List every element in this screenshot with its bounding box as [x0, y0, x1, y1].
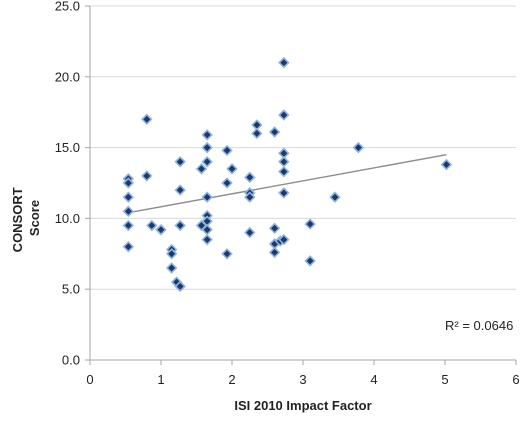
y-axis-title-line-1: CONSORT — [10, 187, 25, 252]
data-points — [122, 56, 453, 293]
data-point — [244, 191, 256, 203]
y-axis-title: CONSORT Score — [10, 184, 42, 253]
y-tick-label: 20.0 — [55, 69, 80, 84]
x-tick-label: 1 — [157, 372, 164, 387]
data-point — [268, 222, 281, 235]
data-point — [278, 165, 290, 178]
data-point — [122, 191, 135, 203]
data-point — [329, 191, 341, 203]
data-point — [226, 163, 238, 175]
x-tick-label: 2 — [228, 372, 235, 387]
data-point — [278, 156, 290, 168]
x-tick-label: 4 — [370, 372, 377, 387]
data-point — [278, 233, 290, 246]
y-tick-label: 25.0 — [55, 0, 80, 14]
data-point — [195, 163, 208, 175]
y-tick-label: 0.0 — [62, 353, 80, 368]
data-point — [221, 144, 233, 157]
data-point — [244, 171, 256, 184]
data-point — [174, 184, 186, 196]
y-tick-label: 5.0 — [62, 282, 80, 297]
data-point — [201, 156, 213, 168]
data-point — [268, 246, 281, 259]
data-point — [221, 177, 233, 189]
data-point — [268, 126, 281, 138]
x-tick-label: 6 — [512, 372, 519, 387]
data-point — [201, 191, 213, 203]
data-point — [352, 141, 365, 154]
data-point — [201, 141, 213, 154]
data-point — [122, 177, 135, 189]
data-point — [440, 158, 453, 171]
linear-trendline — [128, 153, 447, 214]
data-point — [304, 218, 316, 230]
data-point — [201, 129, 213, 141]
x-tick-label: 3 — [299, 372, 306, 387]
data-point — [146, 219, 158, 232]
x-tick-label: 5 — [441, 372, 448, 387]
data-point — [201, 233, 213, 246]
tick-labels: 0.0 5.0 10.0 15.0 20.0 25.0 0 1 2 3 4 5 6 — [55, 0, 520, 387]
data-point — [141, 113, 153, 126]
y-axis-title-line-2: Score — [27, 200, 42, 236]
axes — [85, 5, 517, 365]
y-tick-label: 15.0 — [55, 140, 80, 155]
data-point — [155, 223, 167, 236]
data-point — [165, 248, 178, 260]
data-point — [221, 248, 233, 260]
data-point — [278, 56, 290, 69]
data-point — [304, 255, 316, 267]
data-point — [251, 127, 263, 140]
data-point — [244, 226, 256, 239]
data-point — [165, 262, 178, 274]
r-squared-annotation: R² = 0.0646 — [445, 318, 513, 333]
data-point — [122, 240, 135, 253]
x-axis-title: ISI 2010 Impact Factor — [234, 398, 371, 413]
data-point — [278, 109, 290, 121]
data-point — [174, 219, 186, 232]
data-point — [141, 170, 153, 182]
x-tick-label: 0 — [86, 372, 93, 387]
data-point — [122, 205, 135, 218]
y-tick-label: 10.0 — [55, 211, 80, 226]
gridlines — [90, 5, 516, 290]
data-point — [174, 280, 186, 293]
data-point — [122, 219, 135, 232]
data-point — [174, 156, 186, 168]
data-point — [278, 187, 290, 199]
trendline-group — [128, 153, 447, 214]
